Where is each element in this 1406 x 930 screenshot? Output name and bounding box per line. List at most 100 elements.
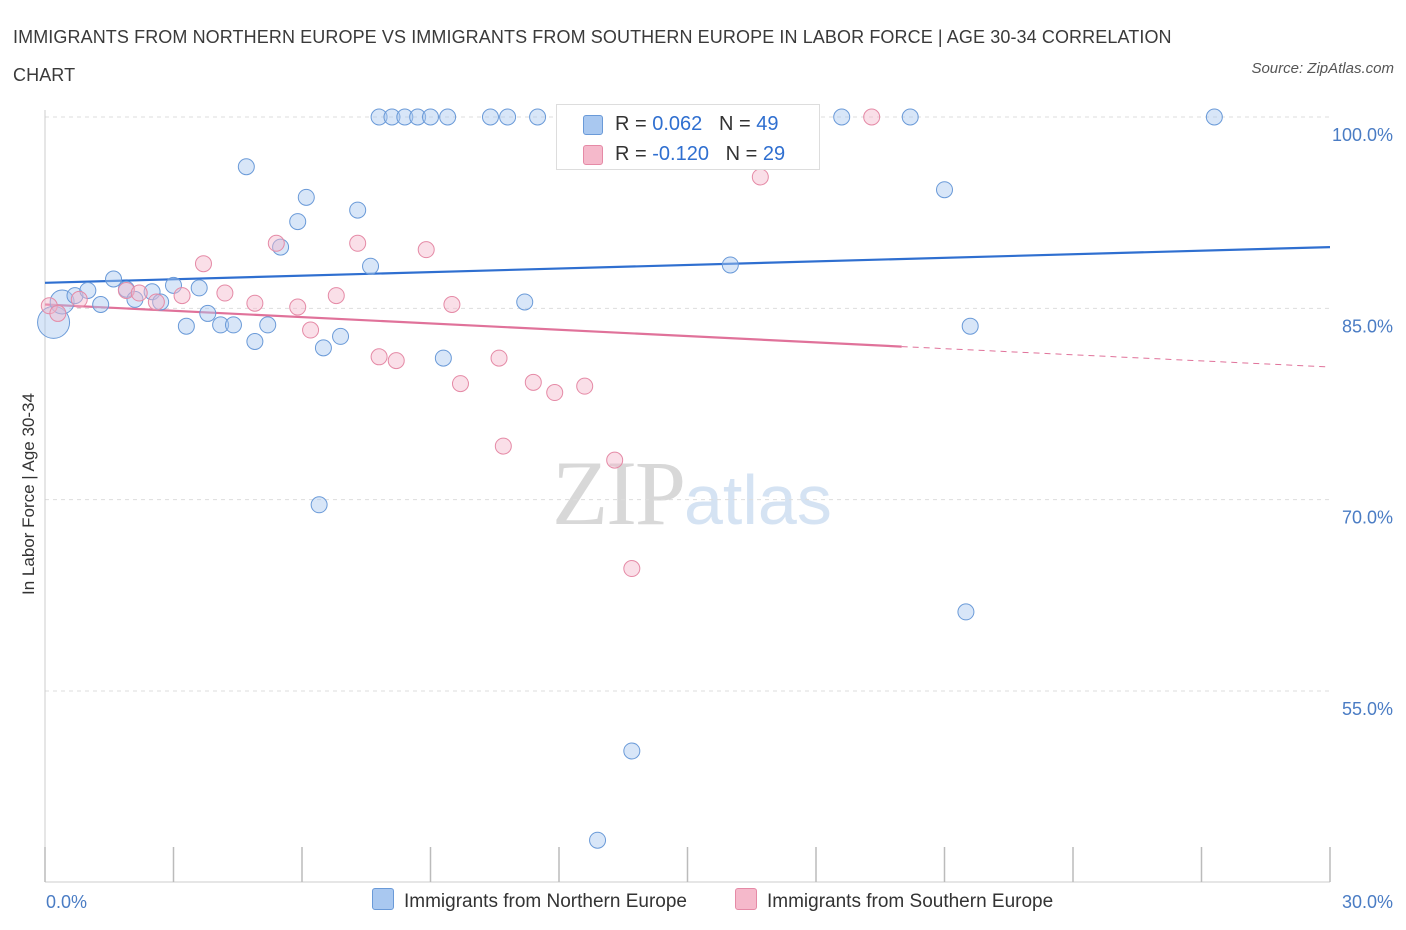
point-southern bbox=[546, 384, 564, 402]
stats-text-northern: R = 0.062 N = 49 bbox=[615, 113, 778, 136]
chart-title: IMMIGRANTS FROM NORTHERN EUROPE VS IMMIG… bbox=[13, 27, 1172, 85]
y-tick-label: 85.0% bbox=[1342, 316, 1393, 336]
y-tick-label: 55.0% bbox=[1342, 699, 1393, 719]
point-northern bbox=[289, 213, 307, 231]
point-southern bbox=[302, 321, 320, 339]
point-southern bbox=[443, 296, 461, 314]
point-southern bbox=[246, 294, 264, 312]
point-northern bbox=[224, 316, 242, 334]
y-axis-label: In Labor Force | Age 30-34 bbox=[19, 393, 38, 595]
point-southern bbox=[327, 287, 345, 305]
point-southern bbox=[267, 234, 285, 252]
n-value-southern: 29 bbox=[762, 143, 786, 165]
point-southern bbox=[606, 451, 624, 469]
point-northern bbox=[246, 332, 264, 350]
point-northern bbox=[499, 108, 517, 126]
point-southern bbox=[451, 375, 469, 393]
point-southern bbox=[173, 287, 191, 305]
point-southern bbox=[576, 377, 594, 395]
stats-text-southern: R = -0.120 N = 29 bbox=[615, 143, 785, 166]
legend-swatch-southern-bottom bbox=[735, 888, 757, 910]
legend-swatch-northern bbox=[583, 115, 603, 135]
point-northern bbox=[434, 349, 452, 367]
point-northern bbox=[212, 316, 230, 334]
point-northern bbox=[199, 304, 217, 322]
point-northern bbox=[721, 256, 739, 274]
point-northern bbox=[516, 293, 534, 311]
r-label: R = bbox=[615, 143, 647, 165]
point-northern bbox=[901, 108, 919, 126]
r-value-northern: 0.062 bbox=[652, 113, 703, 135]
x-tick-label: 0.0% bbox=[46, 892, 87, 912]
point-southern bbox=[370, 348, 388, 366]
point-northern bbox=[177, 317, 195, 335]
point-southern bbox=[289, 298, 307, 316]
point-northern bbox=[259, 316, 277, 334]
point-southern bbox=[194, 255, 212, 273]
point-northern bbox=[310, 496, 328, 514]
point-northern bbox=[349, 201, 367, 219]
legend-item-northern: Immigrants from Northern Europe bbox=[372, 888, 687, 913]
trend-line-northern bbox=[44, 246, 1331, 284]
point-northern bbox=[439, 108, 457, 126]
source-note: Source: ZipAtlas.com bbox=[1251, 60, 1394, 77]
point-southern bbox=[863, 108, 881, 126]
watermark: ZIPatlas bbox=[552, 440, 832, 546]
point-northern bbox=[362, 257, 380, 275]
tick-labels: 100.0% 85.0% 70.0% 55.0% 0.0% 30.0% In Labor F… bbox=[19, 125, 1393, 912]
point-northern bbox=[92, 296, 110, 314]
point-southern bbox=[147, 293, 165, 311]
point-southern bbox=[623, 560, 641, 578]
n-label: N = bbox=[725, 143, 758, 165]
trend-line-southern-extrapolated bbox=[901, 346, 1331, 368]
trend-lines bbox=[44, 246, 1331, 368]
point-southern bbox=[130, 284, 148, 302]
point-southern bbox=[524, 373, 542, 391]
point-northern bbox=[297, 188, 315, 206]
axes bbox=[44, 110, 1331, 883]
point-northern bbox=[409, 108, 427, 126]
stats-legend: R = 0.062 N = 49 R = -0.120 N = 29 bbox=[556, 104, 820, 170]
point-northern bbox=[529, 108, 547, 126]
legend-swatch-northern-bottom bbox=[372, 888, 394, 910]
point-northern bbox=[961, 317, 979, 335]
point-northern bbox=[833, 108, 851, 126]
trend-line-southern bbox=[44, 303, 902, 348]
point-southern bbox=[216, 284, 234, 302]
point-northern bbox=[370, 108, 388, 126]
point-northern bbox=[49, 289, 75, 315]
legend-label-southern: Immigrants from Southern Europe bbox=[767, 891, 1054, 912]
n-value-northern: 49 bbox=[756, 113, 779, 135]
point-northern bbox=[383, 108, 401, 126]
x-tick-label: 30.0% bbox=[1342, 892, 1393, 912]
point-northern bbox=[237, 158, 255, 176]
n-label: N = bbox=[718, 113, 751, 135]
point-southern bbox=[70, 290, 88, 308]
point-northern bbox=[623, 742, 641, 760]
point-southern bbox=[349, 234, 367, 252]
point-northern bbox=[105, 270, 123, 288]
legend-swatch-southern bbox=[583, 145, 603, 165]
point-southern bbox=[387, 352, 405, 370]
point-northern bbox=[936, 181, 953, 199]
point-northern bbox=[79, 281, 97, 299]
point-northern bbox=[314, 339, 332, 357]
point-northern bbox=[190, 279, 208, 297]
point-southern bbox=[751, 168, 769, 186]
watermark-zip: ZIP bbox=[552, 442, 686, 544]
point-northern bbox=[152, 293, 170, 311]
point-northern bbox=[957, 603, 975, 621]
legend-item-southern: Immigrants from Southern Europe bbox=[735, 888, 1053, 913]
point-southern bbox=[494, 437, 512, 455]
point-northern bbox=[396, 108, 414, 126]
r-value-southern: -0.120 bbox=[652, 143, 709, 165]
r-label: R = bbox=[615, 113, 647, 135]
grid-lines bbox=[45, 116, 1330, 692]
y-tick-label: 70.0% bbox=[1342, 508, 1393, 528]
point-northern bbox=[589, 831, 607, 849]
legend-label-northern: Immigrants from Northern Europe bbox=[404, 891, 687, 912]
y-tick-label: 100.0% bbox=[1332, 125, 1393, 145]
data-points bbox=[37, 108, 1223, 849]
point-northern bbox=[1205, 108, 1223, 126]
point-northern bbox=[481, 108, 499, 126]
